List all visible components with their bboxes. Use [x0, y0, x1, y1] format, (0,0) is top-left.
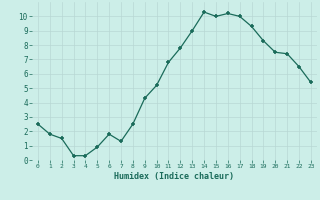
X-axis label: Humidex (Indice chaleur): Humidex (Indice chaleur) — [115, 172, 234, 181]
